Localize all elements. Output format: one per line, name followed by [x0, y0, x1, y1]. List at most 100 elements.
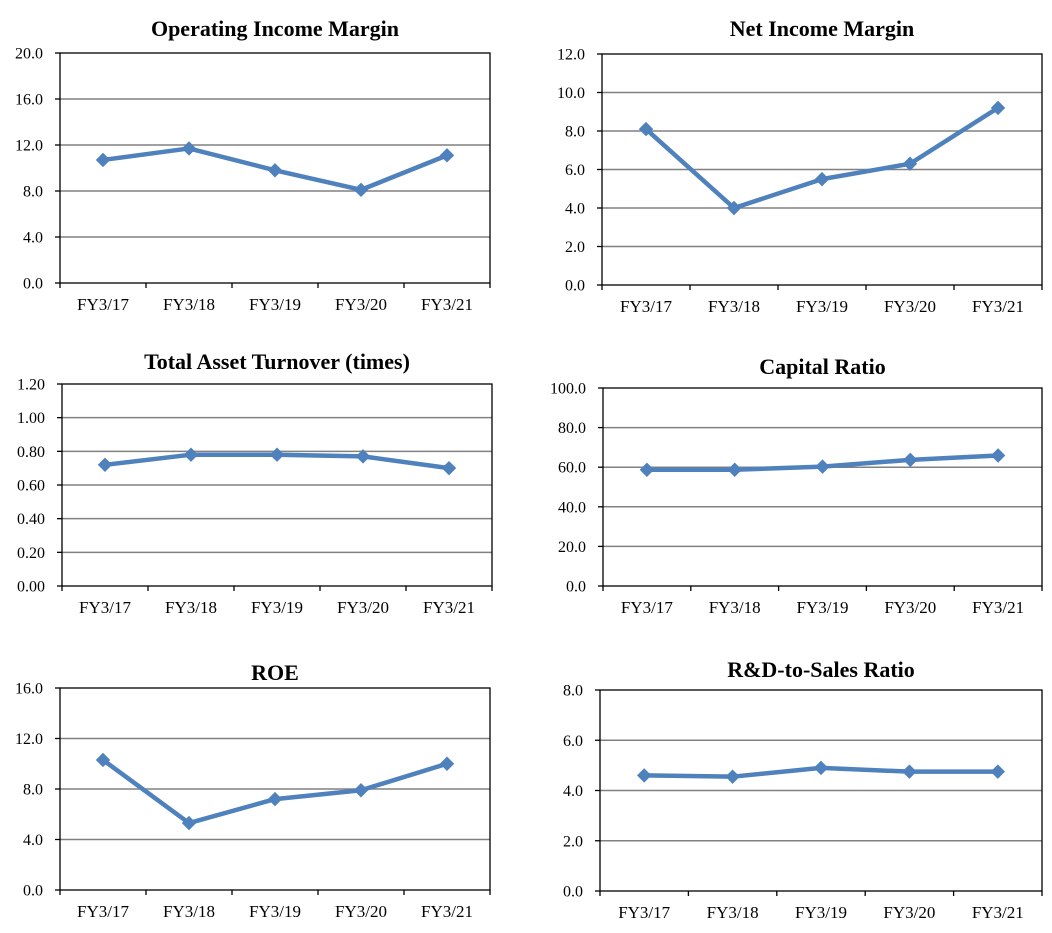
series-line: [643, 105, 1001, 211]
data-point-marker: [903, 452, 918, 468]
y-tick-label: 8.0: [23, 782, 43, 799]
y-tick-label: 4.0: [23, 230, 43, 247]
x-category-label: FY3/18: [165, 598, 217, 617]
y-tick-label: 0.00: [17, 579, 45, 596]
data-point-marker: [269, 447, 285, 462]
chart-panel-2: Net Income Margin 0.0 2.0 4.0 6.0 8.0 10.0 12.0…: [557, 16, 1043, 316]
data-point-marker: [439, 756, 455, 771]
y-tick-label: 6.0: [565, 162, 585, 179]
x-category-label: FY3/21: [423, 598, 475, 617]
y-tick-label: 0.60: [17, 478, 45, 495]
x-category-label: FY3/17: [621, 598, 673, 617]
y-tick-label: 0.0: [23, 883, 43, 900]
y-tick-label: 12.0: [15, 138, 43, 155]
y-tick-label: 12.0: [15, 731, 43, 748]
chart-title: Operating Income Margin: [151, 16, 399, 41]
chart-title: Net Income Margin: [730, 16, 915, 41]
data-point-marker: [990, 100, 1006, 116]
data-point-marker: [902, 156, 918, 171]
y-tick-label: 1.20: [17, 377, 45, 394]
x-category-label: FY3/19: [249, 295, 301, 314]
x-category-label: FY3/20: [335, 902, 387, 921]
data-point-marker: [813, 760, 829, 776]
x-category-label: FY3/19: [796, 297, 848, 316]
x-category-label: FY3/17: [620, 297, 672, 316]
chart-title: Capital Ratio: [759, 354, 886, 379]
data-point-marker: [727, 462, 742, 477]
y-tick-label: 0.40: [17, 511, 45, 528]
y-tick-label: 6.0: [563, 733, 583, 750]
series-line: [100, 757, 450, 826]
x-category-label: FY3/18: [163, 902, 215, 921]
data-point-marker: [95, 752, 111, 768]
plot-area: [599, 689, 1043, 892]
data-point-marker: [639, 462, 655, 477]
x-category-label: FY3/21: [972, 598, 1024, 617]
data-point-marker: [267, 791, 283, 807]
plot-area: [59, 52, 491, 284]
data-point-marker: [990, 764, 1006, 779]
plot-area: [61, 383, 493, 587]
data-point-marker: [183, 447, 199, 462]
x-category-label: FY3/18: [163, 295, 215, 314]
data-point-marker: [181, 141, 197, 156]
chart-title: Total Asset Turnover (times): [144, 349, 410, 374]
chart-panel-4: Capital Ratio 0.0 20.0 40.0 60.0 80.0 100.0 FY3…: [550, 354, 1043, 617]
y-tick-label: 0.80: [17, 444, 45, 461]
y-tick-label: 0.0: [565, 278, 585, 295]
data-point-marker: [638, 121, 654, 137]
data-point-marker: [355, 449, 371, 464]
data-point-marker: [815, 459, 830, 474]
data-point-marker: [181, 815, 197, 831]
data-point-marker: [97, 457, 113, 473]
data-point-marker: [990, 448, 1006, 463]
y-tick-label: 2.0: [563, 833, 583, 850]
data-point-marker: [726, 200, 742, 216]
y-tick-label: 20.0: [558, 539, 586, 556]
y-tick-label: 4.0: [565, 201, 585, 218]
chart-panel-6: R&D-to-Sales Ratio 0.0 2.0 4.0 6.0 8.0 FY3/17 F…: [563, 657, 1043, 922]
y-tick-label: 16.0: [15, 92, 43, 109]
y-tick-label: 4.0: [23, 832, 43, 849]
y-tick-label: 20.0: [15, 46, 43, 63]
y-tick-label: 40.0: [558, 499, 586, 516]
y-tick-label: 1.00: [17, 410, 45, 427]
x-category-label: FY3/17: [618, 903, 670, 922]
x-category-label: FY3/18: [708, 297, 760, 316]
x-category-label: FY3/20: [884, 297, 936, 316]
y-tick-label: 60.0: [558, 460, 586, 477]
x-category-label: FY3/20: [335, 295, 387, 314]
y-tick-label: 0.0: [563, 884, 583, 901]
data-point-marker: [353, 182, 369, 198]
chart-panel-1: Operating Income Margin 0.0 4.0 8.0 12.0 16.0…: [15, 16, 491, 314]
data-point-marker: [814, 171, 830, 187]
x-category-label: FY3/18: [707, 903, 759, 922]
x-category-label: FY3/20: [884, 598, 936, 617]
x-category-label: FY3/18: [709, 598, 761, 617]
y-tick-label: 2.0: [565, 239, 585, 256]
y-tick-label: 4.0: [563, 783, 583, 800]
x-category-label: FY3/21: [972, 903, 1024, 922]
x-category-label: FY3/19: [249, 902, 301, 921]
y-tick-label: 80.0: [558, 420, 586, 437]
y-tick-label: 0.0: [23, 276, 43, 293]
x-category-label: FY3/21: [972, 297, 1024, 316]
chart-title: ROE: [251, 660, 299, 685]
x-category-label: FY3/21: [421, 902, 473, 921]
y-tick-label: 8.0: [563, 683, 583, 700]
chart-panel-3: Total Asset Turnover (times) 0.00 0.20 0.40…: [17, 349, 493, 617]
y-tick-label: 10.0: [557, 85, 585, 102]
y-tick-label: 0.0: [566, 579, 586, 596]
plot-area: [602, 387, 1043, 587]
y-tick-label: 16.0: [15, 681, 43, 698]
data-point-marker: [95, 152, 111, 168]
x-category-label: FY3/17: [79, 598, 131, 617]
chart-panel-5: ROE 0.0 4.0 8.0 12.0 16.0 FY3/17 FY3/18 FY3/19 FY…: [15, 660, 491, 921]
data-point-marker: [439, 148, 455, 163]
data-point-marker: [353, 783, 369, 798]
x-category-label: FY3/19: [251, 598, 303, 617]
data-point-marker: [725, 769, 740, 784]
y-tick-label: 8.0: [565, 124, 585, 141]
data-point-marker: [441, 460, 457, 476]
